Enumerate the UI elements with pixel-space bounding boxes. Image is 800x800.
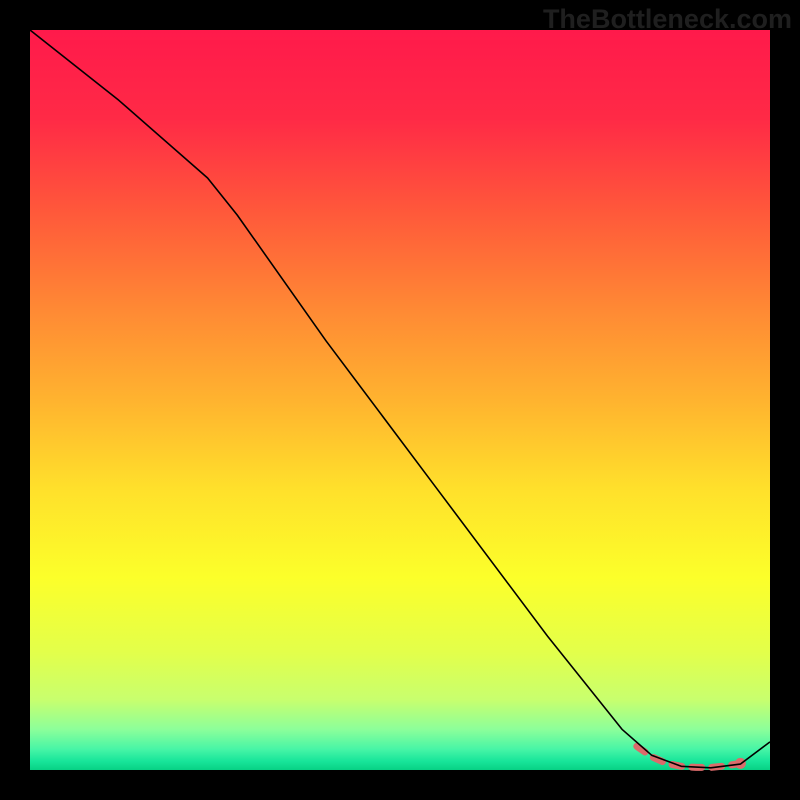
chart-container: TheBottleneck.com: [0, 0, 800, 800]
watermark-text: TheBottleneck.com: [543, 4, 792, 35]
chart-svg: [0, 0, 800, 800]
plot-background: [30, 30, 770, 770]
